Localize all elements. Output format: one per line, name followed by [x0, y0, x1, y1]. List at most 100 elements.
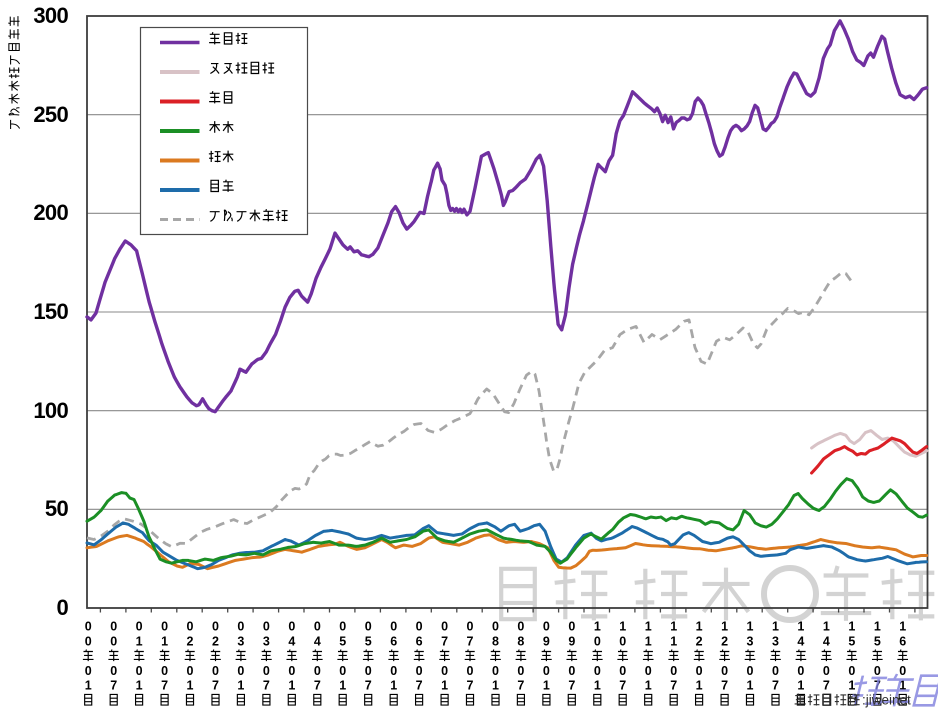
svg-text:6: 6	[416, 634, 423, 648]
svg-text:5: 5	[848, 634, 855, 648]
svg-text:7: 7	[263, 679, 270, 693]
svg-text:1: 1	[721, 620, 728, 634]
svg-text:1: 1	[543, 679, 550, 693]
svg-text:1: 1	[670, 620, 677, 634]
svg-text:6: 6	[390, 634, 397, 648]
svg-text:7: 7	[670, 679, 677, 693]
svg-text:0: 0	[747, 664, 754, 678]
svg-text:0: 0	[136, 620, 143, 634]
svg-text:0: 0	[594, 664, 601, 678]
svg-text:0: 0	[263, 664, 270, 678]
svg-text:3: 3	[772, 634, 779, 648]
svg-text:7: 7	[212, 679, 219, 693]
svg-text:1: 1	[874, 620, 881, 634]
svg-text:0: 0	[288, 620, 295, 634]
svg-text:1: 1	[161, 634, 168, 648]
svg-text:0: 0	[619, 664, 626, 678]
svg-text:0: 0	[416, 664, 423, 678]
svg-text:0: 0	[237, 664, 244, 678]
svg-text:0: 0	[467, 664, 474, 678]
svg-text:1: 1	[823, 620, 830, 634]
svg-text:1: 1	[696, 679, 703, 693]
svg-text:150: 150	[33, 299, 68, 324]
svg-text:0: 0	[161, 664, 168, 678]
svg-text:1: 1	[848, 679, 855, 693]
svg-text:1: 1	[288, 679, 295, 693]
svg-text:7: 7	[467, 634, 474, 648]
svg-text:7: 7	[721, 679, 728, 693]
svg-text:0: 0	[85, 620, 92, 634]
svg-text:1: 1	[136, 634, 143, 648]
svg-text:1: 1	[645, 679, 652, 693]
svg-text:1: 1	[899, 679, 906, 693]
svg-text:1: 1	[747, 679, 754, 693]
svg-text:1: 1	[237, 679, 244, 693]
svg-text:0: 0	[110, 620, 117, 634]
svg-text:4: 4	[823, 634, 830, 648]
svg-text:1: 1	[848, 620, 855, 634]
svg-text:0: 0	[619, 634, 626, 648]
svg-text:0: 0	[110, 664, 117, 678]
svg-text:0: 0	[56, 595, 68, 620]
svg-text:3: 3	[237, 634, 244, 648]
svg-text:0: 0	[594, 634, 601, 648]
svg-text:7: 7	[619, 679, 626, 693]
svg-text:1: 1	[645, 634, 652, 648]
svg-text:0: 0	[314, 620, 321, 634]
svg-text:0: 0	[568, 620, 575, 634]
svg-text:0: 0	[263, 620, 270, 634]
svg-text:1: 1	[797, 620, 804, 634]
svg-text:0: 0	[288, 664, 295, 678]
svg-text:1: 1	[594, 620, 601, 634]
svg-text:2: 2	[696, 634, 703, 648]
svg-text:2: 2	[212, 634, 219, 648]
svg-text:0: 0	[772, 664, 779, 678]
svg-text:9: 9	[543, 634, 550, 648]
svg-text:5: 5	[365, 634, 372, 648]
svg-text:0: 0	[543, 664, 550, 678]
svg-text:0: 0	[136, 664, 143, 678]
svg-text:0: 0	[390, 664, 397, 678]
svg-text:1: 1	[645, 620, 652, 634]
svg-text:1: 1	[899, 620, 906, 634]
svg-text:7: 7	[467, 679, 474, 693]
svg-text:1: 1	[619, 620, 626, 634]
svg-text:1: 1	[747, 620, 754, 634]
svg-text:250: 250	[33, 102, 68, 127]
svg-text:0: 0	[467, 620, 474, 634]
svg-text:0: 0	[441, 620, 448, 634]
svg-text:0: 0	[670, 664, 677, 678]
svg-text:0: 0	[110, 634, 117, 648]
svg-text:0: 0	[848, 664, 855, 678]
svg-text:3: 3	[747, 634, 754, 648]
svg-text:0: 0	[85, 664, 92, 678]
svg-text:0: 0	[365, 620, 372, 634]
svg-text:0: 0	[797, 664, 804, 678]
svg-text:0: 0	[645, 664, 652, 678]
svg-text:300: 300	[33, 3, 68, 28]
svg-text:0: 0	[492, 664, 499, 678]
svg-text:6: 6	[899, 634, 906, 648]
svg-text:0: 0	[696, 664, 703, 678]
svg-text:0: 0	[314, 664, 321, 678]
svg-text:2: 2	[721, 634, 728, 648]
svg-text:7: 7	[441, 634, 448, 648]
svg-text:1: 1	[772, 620, 779, 634]
svg-text:0: 0	[187, 620, 194, 634]
svg-text:0: 0	[339, 664, 346, 678]
svg-text:1: 1	[187, 679, 194, 693]
svg-text:5: 5	[874, 634, 881, 648]
svg-text:1: 1	[441, 679, 448, 693]
svg-text:1: 1	[696, 620, 703, 634]
svg-text:0: 0	[517, 620, 524, 634]
svg-text:0: 0	[416, 620, 423, 634]
svg-text:7: 7	[110, 679, 117, 693]
svg-text:50: 50	[45, 496, 69, 521]
svg-text:0: 0	[85, 634, 92, 648]
svg-text:7: 7	[416, 679, 423, 693]
svg-text:4: 4	[314, 634, 321, 648]
svg-text:7: 7	[772, 679, 779, 693]
svg-text:1: 1	[797, 679, 804, 693]
svg-text:7: 7	[314, 679, 321, 693]
svg-text:0: 0	[543, 620, 550, 634]
